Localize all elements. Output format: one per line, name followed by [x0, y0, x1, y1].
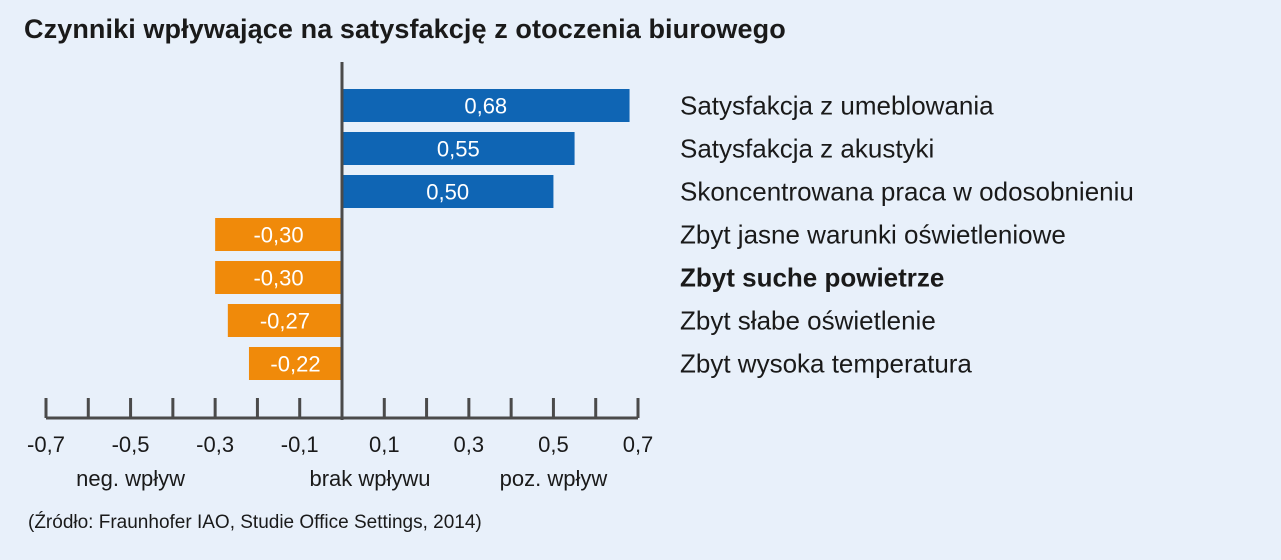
bar — [215, 218, 342, 251]
data-label: 0,50 — [426, 180, 469, 205]
category-label: Satysfakcja z akustyki — [680, 134, 934, 164]
x-tick-label: -0,1 — [281, 432, 319, 457]
category-label: Zbyt słabe oświetlenie — [680, 306, 936, 336]
data-label: -0,30 — [253, 223, 303, 248]
data-label: -0,22 — [270, 352, 320, 377]
bar — [342, 132, 575, 165]
bar — [248, 347, 342, 380]
bar — [342, 175, 554, 208]
category-label: Zbyt suche powietrze — [680, 263, 944, 293]
category-label: Zbyt wysoka temperatura — [680, 349, 972, 379]
category-label: Satysfakcja z umeblowania — [680, 91, 994, 121]
category-label: Skoncentrowana praca w odosobnieniu — [680, 177, 1134, 207]
x-tick-label: 0,3 — [454, 432, 485, 457]
x-tick-label: 0,7 — [623, 432, 654, 457]
x-tick-label: 0,1 — [369, 432, 400, 457]
bar — [227, 304, 342, 337]
data-label: 0,55 — [437, 137, 480, 162]
region-label: neg. wpływ — [76, 466, 185, 491]
bar — [215, 261, 342, 294]
x-tick-label: 0,5 — [538, 432, 569, 457]
data-label: -0,27 — [260, 309, 310, 334]
category-label: Zbyt jasne warunki oświetleniowe — [680, 220, 1066, 250]
x-tick-label: -0,5 — [112, 432, 150, 457]
chart-title: Czynniki wpływające na satysfakcję z oto… — [24, 14, 786, 44]
data-label: 0,68 — [464, 94, 507, 119]
x-tick-label: -0,7 — [27, 432, 65, 457]
data-label: -0,30 — [253, 266, 303, 291]
region-label: brak wpływu — [309, 466, 430, 491]
region-label: poz. wpływ — [500, 466, 608, 491]
source-note: (Źródło: Fraunhofer IAO, Studie Office S… — [28, 512, 482, 533]
x-tick-label: -0,3 — [196, 432, 234, 457]
bar — [342, 89, 630, 122]
